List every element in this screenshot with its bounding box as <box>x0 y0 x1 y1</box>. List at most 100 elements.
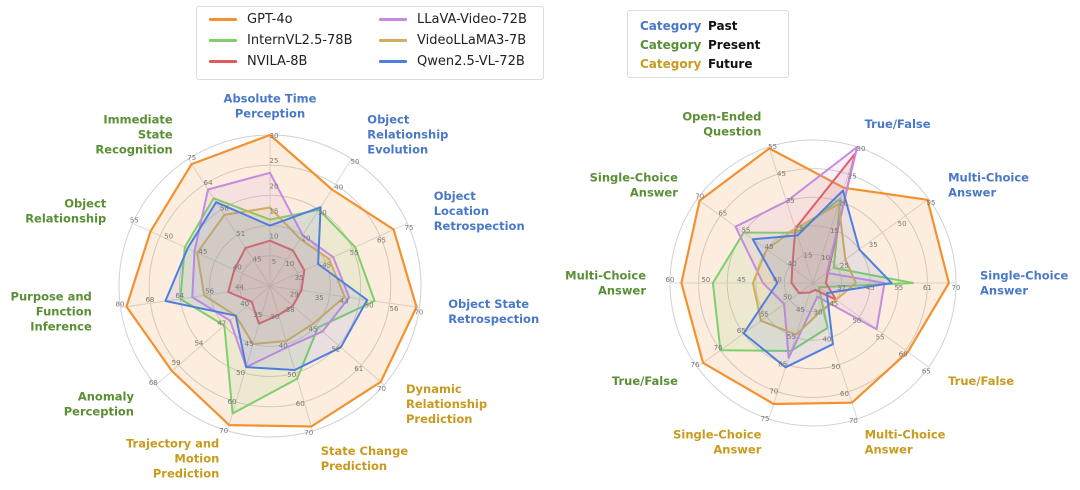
tick-label: 55 <box>350 249 359 257</box>
tick-label: 70 <box>714 344 723 352</box>
tick-label: 70 <box>219 427 228 435</box>
tick-label: 45 <box>199 248 208 256</box>
tick-label: 25 <box>795 224 804 232</box>
axis-label-line: Prediction <box>406 412 472 426</box>
axis-spoke <box>226 285 271 432</box>
legend-item-gpt-4o: GPT-4o <box>209 12 293 27</box>
tick-label: 37 <box>837 284 846 292</box>
axis-spoke <box>768 146 814 284</box>
tick-label: 35 <box>786 197 795 205</box>
tick-label: 56 <box>205 288 214 296</box>
tick-label: 50 <box>898 220 907 228</box>
series-videollama3-7b <box>196 206 346 345</box>
series-llava-video-72b <box>191 171 351 369</box>
axis-label-line: Purpose and <box>11 290 92 304</box>
tick-label: 40 <box>279 342 288 350</box>
tick-label: 50 <box>783 294 792 302</box>
tick-label: 40 <box>773 276 782 284</box>
tick-label: 38 <box>286 306 295 314</box>
tick-label: 45 <box>765 243 774 251</box>
tick-label: 45 <box>245 340 254 348</box>
axis-label-line: Dynamic <box>406 382 462 396</box>
axis-label-line: True/False <box>612 374 678 388</box>
tick-label: 50 <box>164 232 173 240</box>
tick-label: 10 <box>821 254 830 262</box>
axis-label-line: Question <box>703 125 761 139</box>
tick-label: 35 <box>869 241 878 249</box>
model-legend: GPT-4o InternVL2.5-78B NVILA-8B LLaVA-Video… <box>196 6 544 80</box>
axis-spoke <box>269 285 385 386</box>
axis-label-purpose-and-function-inference: Purpose and Function Inference <box>11 290 92 334</box>
legend-item-internvl2-5-78b: InternVL2.5-78B <box>209 33 353 48</box>
axis-label-open-ended-question: Open-Ended Question <box>682 110 761 139</box>
axis-label-multi-choice-answer: Multi-Choice Answer <box>565 269 646 298</box>
tick-label: 65 <box>718 210 727 218</box>
axis-label-line: Single-Choice <box>673 427 761 441</box>
tick-label: 80 <box>116 301 125 309</box>
tick-label: 55 <box>760 310 769 318</box>
legend-swatch <box>209 60 237 63</box>
tick-label: 45 <box>777 170 786 178</box>
legend-label: VideoLLaMA3-7B <box>417 33 527 48</box>
axis-label-trajectory-and-motion-prediction: Trajectory and Motion Prediction <box>126 437 219 481</box>
tick-label: 5 <box>272 258 276 266</box>
axis-label-line: Object State <box>448 297 529 311</box>
axis-label-line: Location <box>434 204 489 218</box>
axis-label-line: State <box>138 128 173 142</box>
tick-label: 40 <box>233 264 242 272</box>
axis-label-line: Answer <box>630 185 678 199</box>
category-legend-past: Category Past <box>640 19 738 33</box>
tick-label: 45 <box>737 276 746 284</box>
tick-label: 76 <box>691 361 700 369</box>
axis-label-line: Single-Choice <box>590 170 678 184</box>
axis-label-line: Inference <box>30 320 92 334</box>
tick-label: 61 <box>354 365 363 373</box>
axis-label-line: Evolution <box>367 143 428 157</box>
tick-label: 55 <box>787 333 796 341</box>
axis-label-line: Answer <box>865 442 913 456</box>
axis-label-line: True/False <box>948 374 1014 388</box>
axis-spoke <box>812 198 929 284</box>
series-gpt-4o <box>125 133 418 428</box>
axis-label-line: Retrospection <box>448 312 539 326</box>
tick-label: 64 <box>204 179 213 187</box>
tick-label: 60 <box>666 276 675 284</box>
tick-label: 51 <box>236 230 245 238</box>
axis-label-line: Object <box>367 113 410 127</box>
axis-label-line: Perception <box>235 107 305 121</box>
category-legend: Category Past Category Present Category Fut… <box>627 10 789 78</box>
axis-spoke <box>812 282 858 420</box>
tick-label: 20 <box>302 234 311 242</box>
legend-item-nvila-8b: NVILA-8B <box>209 54 307 69</box>
tick-label: 55 <box>927 199 936 207</box>
category-legend-future: Category Future <box>640 57 753 71</box>
tick-label: 44 <box>235 283 244 291</box>
tick-label: 50 <box>365 301 374 309</box>
tick-label: 75 <box>761 415 770 423</box>
axis-label-true-false: True/False <box>612 374 678 388</box>
legend-swatch <box>379 60 407 63</box>
series-nvila-8b <box>227 239 306 325</box>
axis-spoke <box>697 282 814 368</box>
tick-label: 65 <box>778 360 787 368</box>
tick-label: 35 <box>253 311 262 319</box>
tick-label: 25 <box>848 172 857 180</box>
tick-label: 45 <box>322 262 331 270</box>
tick-label: 60 <box>228 398 237 406</box>
axis-spoke <box>697 198 814 284</box>
tick-label: 10 <box>270 233 279 241</box>
tick-label: 50 <box>852 317 861 325</box>
series-gpt-4o <box>680 147 951 406</box>
tick-label: 30 <box>270 132 279 140</box>
tick-label: 56 <box>390 305 399 313</box>
legend-swatch <box>209 18 237 21</box>
series-qwen2-5-vl-72b <box>164 201 369 371</box>
tick-label: 30 <box>270 313 279 321</box>
legend-swatch <box>209 39 237 42</box>
axis-label-line: Object <box>64 197 107 211</box>
tick-label: 59 <box>172 359 181 367</box>
axis-spoke <box>812 146 858 284</box>
axis-spoke <box>120 285 271 308</box>
axis-label-line: Multi-Choice <box>565 269 646 283</box>
